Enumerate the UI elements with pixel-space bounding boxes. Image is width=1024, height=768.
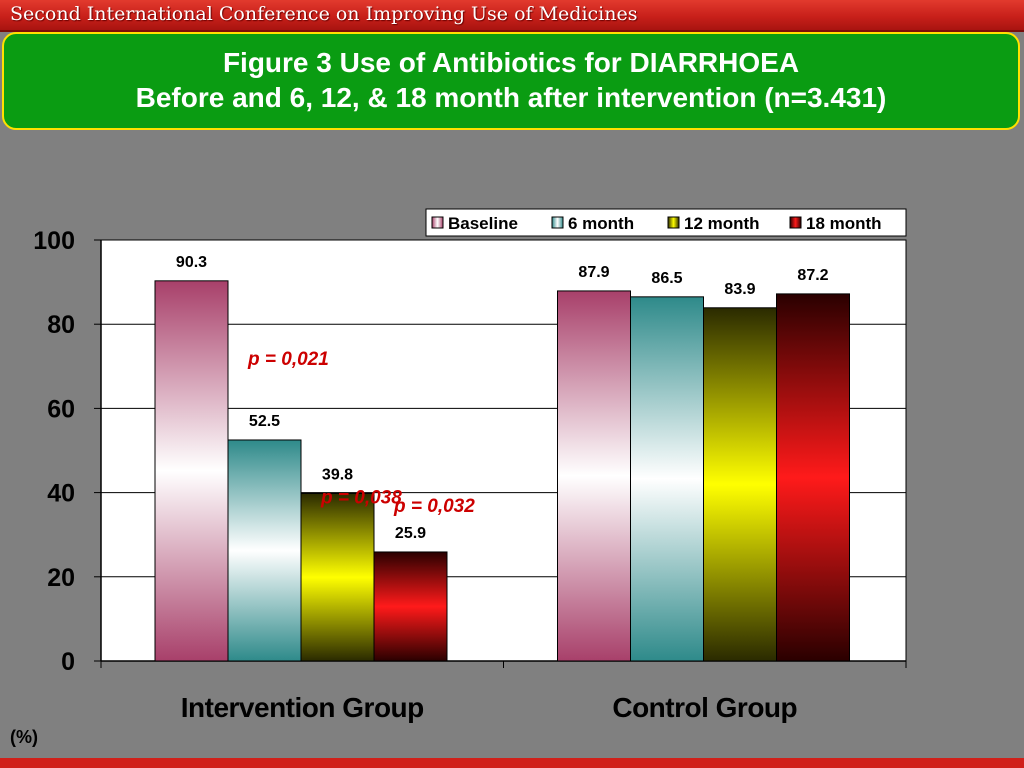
bottom-strip [0,758,1024,768]
bar [776,293,850,662]
data-label: 39.8 [322,466,353,483]
bar [630,296,704,662]
chart-area: 0 20 40 60 80 100 90.3 52.5 39.8 25.9 Intervention… [0,140,1024,768]
bar [557,290,631,662]
data-label: 25.9 [395,525,426,542]
data-label: 83.9 [724,281,755,298]
legend-label: Baseline [448,214,518,233]
data-label: 52.5 [249,413,280,430]
data-label: 87.9 [578,264,609,281]
x-category-label: Control Group [612,692,797,723]
p-value-annotation: p = 0,032 [393,496,475,517]
conference-banner: Second International Conference on Impro… [0,0,1024,32]
figure-subtitle: Before and 6, 12, & 18 month after inter… [135,82,887,113]
legend-swatch [551,216,564,229]
bar [154,280,229,662]
figure-title-box: Figure 3 Use of Antibiotics for DIARRHOE… [2,32,1020,130]
bar [703,307,777,662]
y-axis-unit-label: (%) [10,727,38,747]
y-tick-label: 0 [61,648,75,676]
bar [373,551,448,662]
legend-swatch [667,216,680,229]
conference-name: Second International Conference on Impro… [10,3,638,25]
p-value-annotation: p = 0,021 [247,349,329,370]
x-category-label: Intervention Group [181,692,424,723]
data-label: 90.3 [176,254,207,271]
legend-swatch [789,216,802,229]
bar [300,492,375,662]
data-label: 87.2 [797,267,828,284]
legend-label: 6 month [568,214,634,233]
bar [227,439,302,662]
data-label: 86.5 [651,270,682,287]
bar-chart: 0 20 40 60 80 100 90.3 52.5 39.8 25.9 Intervention… [10,208,907,747]
figure-title: Figure 3 Use of Antibiotics for DIARRHOE… [222,47,800,78]
p-value-annotation: p = 0,038 [320,487,402,508]
y-tick-label: 80 [47,311,75,339]
y-tick-label: 40 [47,480,75,508]
legend-label: 18 month [806,214,882,233]
y-tick-label: 60 [47,395,75,423]
legend-label: 12 month [684,214,760,233]
legend-swatch [431,216,444,229]
y-tick-label: 100 [33,227,75,255]
y-tick-label: 20 [47,564,75,592]
legend-box [425,208,907,237]
